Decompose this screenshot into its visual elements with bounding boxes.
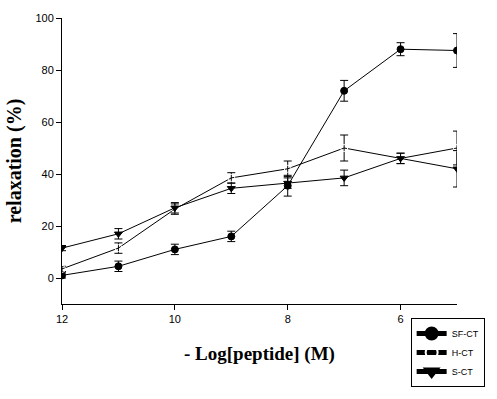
- svg-text:SF-CT: SF-CT: [452, 329, 479, 339]
- svg-text:relaxation (%): relaxation (%): [3, 99, 26, 224]
- svg-text:100: 100: [35, 12, 53, 24]
- svg-text:H-CT: H-CT: [452, 348, 474, 358]
- svg-text:8: 8: [285, 313, 291, 325]
- svg-text:20: 20: [42, 220, 54, 232]
- svg-text:12: 12: [56, 313, 68, 325]
- svg-text:- Log[peptide] (M): - Log[peptide] (M): [184, 343, 335, 365]
- svg-text:0: 0: [48, 272, 54, 284]
- svg-text:40: 40: [42, 168, 54, 180]
- svg-text:80: 80: [42, 64, 54, 76]
- svg-text:6: 6: [398, 313, 404, 325]
- svg-text:10: 10: [169, 313, 181, 325]
- svg-text:60: 60: [42, 116, 54, 128]
- svg-text:S-CT: S-CT: [452, 367, 473, 377]
